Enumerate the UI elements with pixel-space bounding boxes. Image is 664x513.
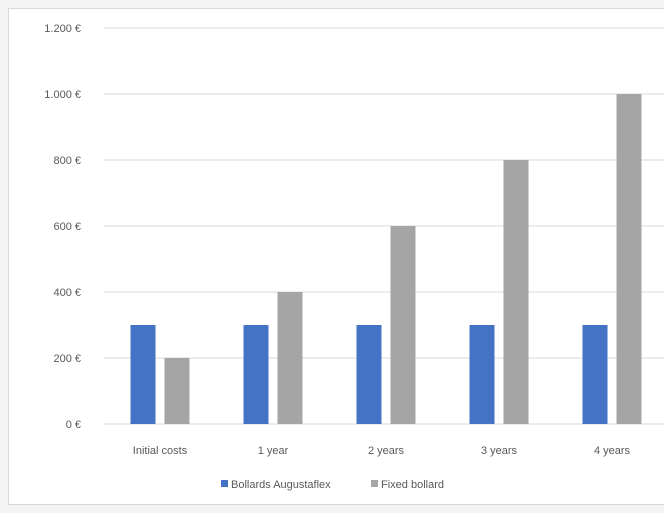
gridlines bbox=[104, 27, 664, 425]
y-tick-label: 1.000 € bbox=[44, 89, 81, 101]
y-tick-label: 400 € bbox=[53, 287, 81, 299]
y-tick-label: 200 € bbox=[53, 353, 81, 365]
bar-fixed-bollard bbox=[390, 226, 416, 424]
bar-bollards-augustaflex bbox=[243, 325, 269, 424]
legend: Bollards Augustaflex Fixed bollard bbox=[221, 479, 444, 491]
bars bbox=[130, 94, 642, 424]
bar-bollards-augustaflex bbox=[469, 325, 495, 424]
x-tick-label: 1 year bbox=[258, 445, 289, 457]
bar-bollards-augustaflex bbox=[582, 325, 608, 424]
legend-label: Bollards Augustaflex bbox=[231, 479, 331, 491]
bar-chart: 0 € 200 € 400 € 600 € 800 € 1.000 € 1.200 € In… bbox=[44, 23, 664, 491]
y-tick-label: 1.200 € bbox=[44, 23, 81, 35]
x-tick-label: 4 years bbox=[594, 445, 631, 457]
x-tick-label: Initial costs bbox=[133, 445, 188, 457]
bar-fixed-bollard bbox=[616, 94, 642, 424]
bar-fixed-bollard bbox=[503, 160, 529, 424]
y-axis-ticks: 0 € 200 € 400 € 600 € 800 € 1.000 € 1.200 € bbox=[44, 23, 81, 431]
bar-bollards-augustaflex bbox=[356, 325, 382, 424]
bar-fixed-bollard bbox=[164, 358, 190, 424]
legend-swatch bbox=[221, 480, 228, 487]
x-tick-label: 3 years bbox=[481, 445, 518, 457]
legend-label: Fixed bollard bbox=[381, 479, 444, 491]
x-axis-ticks: Initial costs 1 year 2 years 3 years 4 years bbox=[133, 445, 631, 457]
bar-bollards-augustaflex bbox=[130, 325, 156, 424]
y-tick-label: 0 € bbox=[66, 419, 81, 431]
y-tick-label: 600 € bbox=[53, 221, 81, 233]
x-tick-label: 2 years bbox=[368, 445, 405, 457]
bar-fixed-bollard bbox=[277, 292, 303, 424]
y-tick-label: 800 € bbox=[53, 155, 81, 167]
legend-swatch bbox=[371, 480, 378, 487]
chart-frame: 0 € 200 € 400 € 600 € 800 € 1.000 € 1.200 € In… bbox=[8, 8, 664, 505]
